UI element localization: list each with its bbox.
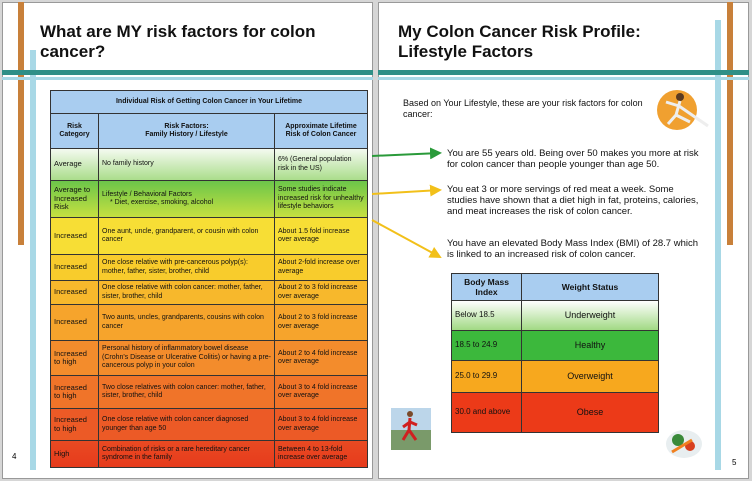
- accent-bar: [715, 20, 721, 470]
- page-number: 5: [732, 458, 737, 467]
- lifetime-risk: About 2-fold increase over average: [273, 254, 369, 281]
- risk-factors: One close relative with colon cancer: mo…: [98, 280, 275, 305]
- bmi-range: 18.5 to 24.9: [451, 330, 522, 361]
- risk-factors: Combination of risks or a rare hereditar…: [98, 440, 275, 468]
- lifetime-risk: About 2 to 4 fold increase over average: [273, 340, 369, 376]
- exercise-icon: [657, 90, 709, 130]
- risk-point: You are 55 years old. Being over 50 make…: [447, 148, 699, 170]
- column-header: Risk Category: [50, 113, 99, 149]
- accent-line: [2, 77, 373, 80]
- column-header: Approximate Lifetime Risk of Colon Cance…: [273, 113, 369, 149]
- arrow: [371, 147, 442, 160]
- lifetime-risk: About 2 to 3 fold increase over average: [273, 280, 369, 305]
- risk-category: Average: [50, 148, 99, 181]
- lifetime-risk: Between 4 to 13-fold increase over avera…: [273, 440, 369, 468]
- factor-text: Lifestyle / Behavioral Factors: [102, 190, 192, 198]
- lifetime-risk: Some studies indicate increased risk for…: [273, 180, 369, 218]
- risk-factors: Lifestyle / Behavioral Factors * Diet, ex…: [98, 180, 275, 218]
- header-row: Risk Category Risk Factors: Family Histor…: [50, 113, 369, 149]
- factor-note: * Diet, exercise, smoking, alcohol: [110, 199, 214, 206]
- page-number: 4: [12, 452, 17, 461]
- risk-row: Increased One close relative with pre-can…: [50, 254, 369, 281]
- factor-text: One close relative with colon cancer dia…: [102, 416, 249, 432]
- risk-factors: One close relative with pre-cancerous po…: [98, 254, 275, 281]
- accent-line: [378, 70, 749, 75]
- bmi-table: Body Mass Index Weight Status Below 18.5 Un…: [451, 273, 659, 433]
- risk-row: Increased One close relative with colon c…: [50, 280, 369, 305]
- factor-text: One aunt, uncle, grandparent, or cousin …: [102, 227, 259, 244]
- risk-row: Average No family history 6% (General popu…: [50, 148, 369, 181]
- column-header: Risk Factors: Family History / Lifestyle: [98, 113, 275, 149]
- risk-table: Individual Risk of Getting Colon Cancer …: [49, 90, 369, 468]
- accent-bar: [30, 50, 36, 470]
- runner-icon: [391, 408, 431, 450]
- bmi-row: 25.0 to 29.9 Overweight: [451, 360, 659, 393]
- lifetime-risk: About 1.5 fold increase over average: [273, 217, 369, 255]
- column-header: Body Mass Index: [451, 273, 522, 301]
- arrow: [371, 184, 442, 197]
- risk-row: Increased One aunt, uncle, grandparent, o…: [50, 217, 369, 255]
- risk-point: You have an elevated Body Mass Index (BM…: [447, 238, 699, 260]
- factor-text: Combination of risks or a rare hereditar…: [102, 445, 250, 462]
- accent-bar: [18, 2, 24, 245]
- accent-line: [378, 77, 749, 80]
- risk-category: High: [50, 440, 99, 468]
- risk-row: Increased to high Two close relatives wit…: [50, 375, 369, 409]
- factor-text: Two close relatives with colon cancer: m…: [102, 383, 266, 400]
- accent-line: [2, 70, 373, 75]
- risk-point: You eat 3 or more servings of red meat a…: [447, 184, 699, 217]
- risk-row: Average to Increased Risk Lifestyle / Beh…: [50, 180, 369, 218]
- factor-text: One close relative with pre-cancerous po…: [102, 259, 248, 275]
- weight-status: Obese: [521, 392, 659, 433]
- risk-row: Increased to high Personal history of inf…: [50, 340, 369, 376]
- factor-text: One close relative with colon cancer: mo…: [102, 284, 263, 300]
- lifetime-risk: About 3 to 4 fold increase over average: [273, 408, 369, 441]
- accent-bar: [727, 2, 733, 245]
- risk-category: Increased to high: [50, 340, 99, 376]
- weight-status: Overweight: [521, 360, 659, 393]
- risk-category: Average to Increased Risk: [50, 180, 99, 218]
- vegetables-icon: [666, 430, 702, 458]
- intro-text: Based on Your Lifestyle, these are your …: [403, 98, 643, 119]
- bmi-row: 30.0 and above Obese: [451, 392, 659, 433]
- bmi-range: 30.0 and above: [451, 392, 522, 433]
- factor-text: Two aunts, uncles, grandparents, cousins…: [102, 314, 264, 330]
- arrow: [371, 219, 442, 258]
- bmi-range: Below 18.5: [451, 300, 522, 331]
- bmi-row: Below 18.5 Underweight: [451, 300, 659, 331]
- risk-row: Increased Two aunts, uncles, grandparents…: [50, 304, 369, 341]
- risk-row: High Combination of risks or a rare hered…: [50, 440, 369, 468]
- factor-text: No family history: [102, 160, 154, 168]
- risk-factors: Personal history of inflammatory bowel d…: [98, 340, 275, 376]
- factor-text: Personal history of inflammatory bowel d…: [102, 345, 272, 370]
- bmi-row: 18.5 to 24.9 Healthy: [451, 330, 659, 361]
- slide-title: What are MY risk factors for colon cance…: [40, 22, 316, 61]
- slide-title: My Colon Cancer Risk Profile: Lifestyle …: [398, 22, 641, 61]
- risk-category: Increased to high: [50, 375, 99, 409]
